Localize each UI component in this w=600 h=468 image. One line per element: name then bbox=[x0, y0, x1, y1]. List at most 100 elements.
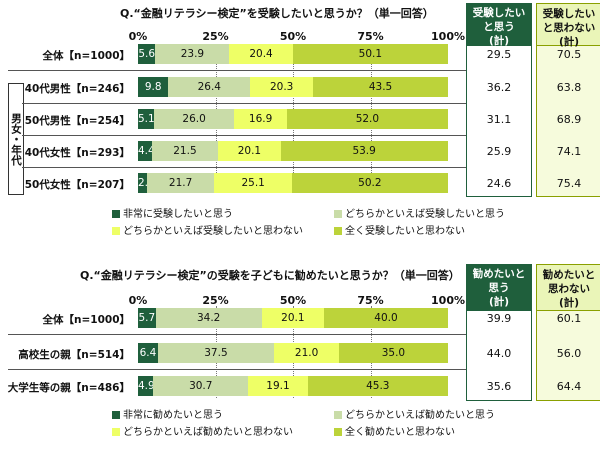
bar-segment: 20.3 bbox=[250, 77, 314, 97]
bar-segment: 5.1 bbox=[138, 109, 154, 129]
total-value: 25.9 bbox=[486, 145, 512, 158]
legend-item: 全く受験したいと思わない bbox=[334, 222, 465, 237]
chart-title: Q.“金融リテラシー検定”を受験したいと思うか？（単一回答） bbox=[120, 7, 434, 20]
legend-swatch bbox=[334, 210, 342, 218]
total-value: 64.4 bbox=[556, 380, 582, 393]
legend-label: 全く勧めたいと思わない bbox=[345, 427, 455, 438]
total-value: 35.6 bbox=[486, 380, 512, 393]
bar-segment: 40.0 bbox=[324, 308, 448, 328]
total-column-frame bbox=[536, 46, 600, 197]
bar-segment: 23.9 bbox=[155, 44, 230, 64]
category-label: 全体【n=1000】 bbox=[42, 50, 131, 62]
legend-label: 全く受験したいと思わない bbox=[345, 226, 465, 237]
category-label: 50代女性【n=207】 bbox=[24, 179, 130, 191]
category-label: 高校生の親【n=514】 bbox=[18, 349, 130, 361]
bar-segment: 5.7 bbox=[138, 308, 156, 328]
x-tick-label: 25% bbox=[202, 294, 229, 307]
row-separator bbox=[22, 103, 466, 104]
total-value: 39.9 bbox=[486, 312, 512, 325]
row-separator bbox=[8, 70, 466, 71]
total-value: 31.1 bbox=[486, 113, 512, 126]
bar-segment: 34.2 bbox=[155, 308, 262, 328]
total-value: 44.0 bbox=[486, 347, 512, 360]
legend-label: どちらかといえば勧めたいと思う bbox=[345, 410, 495, 421]
bar-segment: 25.1 bbox=[214, 173, 293, 193]
bar-segment: 20.4 bbox=[229, 44, 293, 64]
category-label: 50代男性【n=254】 bbox=[24, 115, 130, 127]
bar-segment: 53.9 bbox=[280, 141, 448, 161]
x-tick-label: 75% bbox=[357, 30, 384, 43]
category-label: 40代女性【n=293】 bbox=[24, 147, 130, 159]
bar-segment: 45.3 bbox=[307, 376, 448, 396]
total-column-header: 受験したい と思わない (計) bbox=[536, 3, 600, 48]
x-tick-label: 100% bbox=[431, 294, 465, 307]
bar-segment: 6.4 bbox=[138, 343, 158, 363]
category-label: 40代男性【n=246】 bbox=[24, 83, 130, 95]
total-column-header: 勧めたいと 思う (計) bbox=[466, 264, 532, 311]
total-value: 36.2 bbox=[486, 81, 512, 94]
bar-segment: 21.0 bbox=[274, 343, 340, 363]
legend-swatch bbox=[112, 428, 120, 436]
row-separator bbox=[22, 135, 466, 136]
legend-swatch bbox=[112, 411, 120, 419]
legend-label: どちらかといえば勧めたいと思わない bbox=[123, 427, 293, 438]
total-value: 70.5 bbox=[556, 48, 582, 61]
x-tick-label: 50% bbox=[279, 294, 307, 307]
bar-segment: 5.6 bbox=[138, 44, 156, 64]
x-tick-label: 0% bbox=[128, 30, 148, 43]
total-value: 68.9 bbox=[556, 113, 582, 126]
chart-title: Q.“金融リテラシー検定”の受験を子どもに勧めたいと思うか？（単一回答） bbox=[80, 269, 460, 282]
legend-item: どちらかといえば受験したいと思わない bbox=[112, 222, 303, 237]
x-tick-label: 0% bbox=[128, 294, 148, 307]
bar-segment: 20.1 bbox=[218, 141, 281, 161]
legend-label: 非常に受験したいと思う bbox=[123, 209, 233, 220]
bar-segment: 21.5 bbox=[151, 141, 219, 161]
legend-item: 非常に受験したいと思う bbox=[112, 205, 233, 220]
total-value: 56.0 bbox=[556, 347, 582, 360]
group-label: 男女・年代 bbox=[8, 83, 24, 195]
total-column-frame bbox=[536, 311, 600, 401]
legend-swatch bbox=[112, 227, 120, 235]
bar-segment: 43.5 bbox=[313, 77, 448, 97]
x-tick-label: 100% bbox=[431, 30, 465, 43]
category-label: 大学生等の親【n=486】 bbox=[7, 382, 130, 394]
legend-item: 全く勧めたいと思わない bbox=[334, 423, 455, 438]
x-tick-label: 25% bbox=[202, 30, 229, 43]
total-column-frame bbox=[466, 311, 532, 401]
total-column-header: 受験したい と思う (計) bbox=[466, 3, 532, 47]
bar-segment: 26.4 bbox=[168, 77, 251, 97]
x-tick-label: 75% bbox=[357, 294, 384, 307]
row-separator bbox=[8, 334, 466, 335]
legend-label: どちらかといえば受験したいと思う bbox=[345, 209, 505, 220]
total-column-frame bbox=[466, 46, 532, 197]
bar-segment: 20.1 bbox=[261, 308, 324, 328]
legend-item: 非常に勧めたいと思う bbox=[112, 406, 223, 421]
total-value: 63.8 bbox=[556, 81, 582, 94]
bar-segment: 4.4 bbox=[138, 141, 152, 161]
total-value: 60.1 bbox=[556, 312, 582, 325]
legend-item: どちらかといえば勧めたいと思う bbox=[334, 406, 495, 421]
legend-swatch bbox=[334, 227, 342, 235]
total-value: 29.5 bbox=[486, 48, 512, 61]
bar-segment: 35.0 bbox=[339, 343, 448, 363]
bar-segment: 30.7 bbox=[153, 376, 249, 396]
total-value: 24.6 bbox=[486, 177, 512, 190]
legend-item: どちらかといえば勧めたいと思わない bbox=[112, 423, 293, 438]
category-label: 全体【n=1000】 bbox=[42, 314, 131, 326]
bar-segment: 52.0 bbox=[286, 109, 448, 129]
bar-segment: 16.9 bbox=[234, 109, 287, 129]
bar-segment: 4.9 bbox=[138, 376, 154, 396]
legend-item: どちらかといえば受験したいと思う bbox=[334, 205, 505, 220]
bar-segment: 2.9 bbox=[138, 173, 147, 193]
legend-swatch bbox=[334, 411, 342, 419]
total-value: 74.1 bbox=[556, 145, 582, 158]
legend-swatch bbox=[334, 428, 342, 436]
bar-segment: 19.1 bbox=[248, 376, 308, 396]
bar-segment: 37.5 bbox=[157, 343, 275, 363]
bar-segment: 50.1 bbox=[292, 44, 448, 64]
total-value: 75.4 bbox=[556, 177, 582, 190]
row-separator bbox=[22, 167, 466, 168]
legend-label: 非常に勧めたいと思う bbox=[123, 410, 223, 421]
legend-label: どちらかといえば受験したいと思わない bbox=[123, 226, 303, 237]
total-column-header: 勧めたいと 思わない (計) bbox=[536, 264, 600, 311]
